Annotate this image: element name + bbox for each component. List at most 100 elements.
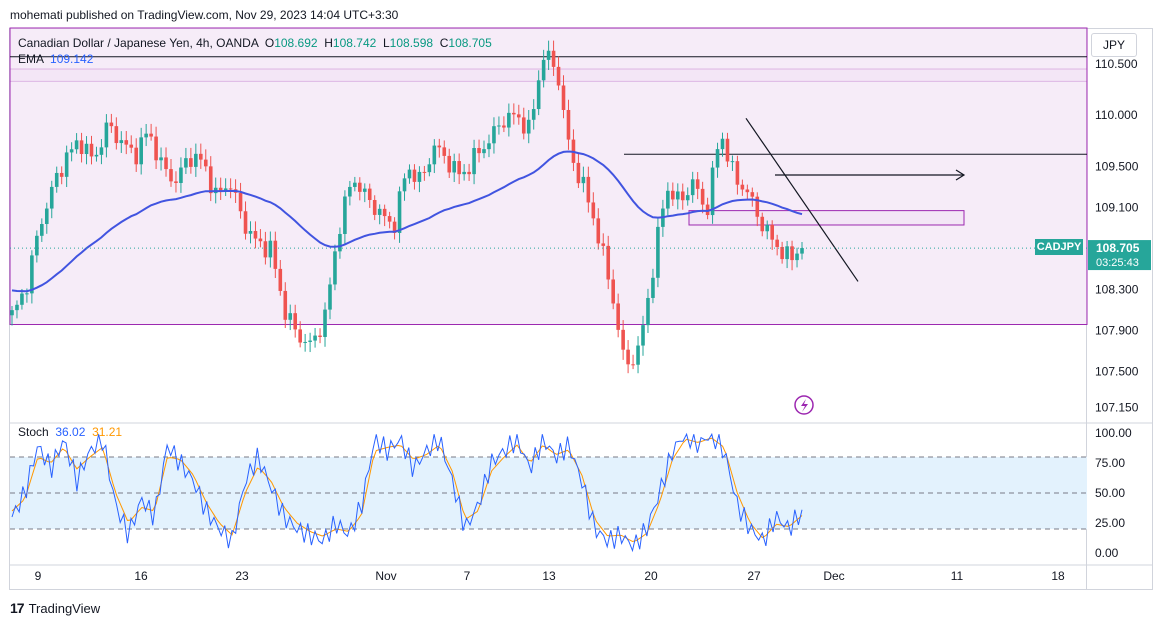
candle-body [621, 329, 625, 350]
candle-body [442, 147, 447, 156]
legend-high: 108.742 [332, 36, 377, 50]
candle-body [54, 172, 59, 187]
stoch-label[interactable]: Stoch [18, 425, 49, 439]
ema-value: 109.142 [50, 52, 94, 66]
candle-body [512, 112, 516, 115]
candle-body [695, 179, 700, 189]
current-price-tag-bg [1088, 240, 1151, 271]
candle-body [636, 345, 640, 365]
candle-body [124, 140, 129, 145]
price-tick: 109.500 [1095, 160, 1139, 174]
candle-body [208, 166, 213, 194]
candle-body [651, 277, 655, 298]
time-tick: 13 [542, 569, 556, 583]
candle-body [606, 245, 611, 280]
candle-body [725, 138, 730, 162]
candle-body [780, 246, 784, 260]
lightning-bolt [801, 399, 808, 412]
candle-body [40, 224, 44, 236]
candle-body [283, 290, 288, 320]
candle-body [586, 176, 591, 203]
candle-body [750, 192, 755, 197]
candle-body [104, 122, 109, 148]
candle-body [715, 149, 720, 168]
candle-body [20, 293, 24, 305]
ema-tag: 109.100 [1095, 201, 1139, 215]
candle-body [785, 246, 789, 260]
candle-body [422, 171, 427, 173]
candle-body [685, 195, 690, 201]
published-line: mohemati published on TradingView.com, N… [10, 8, 399, 22]
candle-body [417, 171, 422, 182]
stoch-tick: 75.00 [1095, 456, 1125, 470]
candle-body [581, 176, 586, 184]
candle-body [189, 158, 193, 167]
candle-body [203, 159, 208, 167]
candle-body [159, 157, 163, 161]
time-tick: Dec [823, 569, 844, 583]
candle-body [790, 246, 794, 261]
candle-body [253, 230, 258, 239]
legend-close: 108.705 [448, 36, 492, 50]
legend-h-label: H [324, 36, 333, 50]
lightning-icon [794, 395, 814, 415]
candle-body [477, 147, 481, 154]
candle-body [507, 112, 511, 128]
candle-body [472, 147, 476, 175]
candle-body [298, 329, 302, 343]
candle-body [730, 161, 735, 163]
candle-body [228, 188, 233, 190]
candle-body [447, 155, 452, 173]
tradingview-logo[interactable]: 17 TradingView [10, 600, 100, 616]
candle-body [646, 297, 650, 326]
candle-body [273, 240, 278, 269]
candle-body [164, 157, 168, 170]
candle-body [800, 248, 804, 254]
price-tick: 107.500 [1095, 365, 1139, 379]
candle-body [144, 133, 148, 138]
candle-body [526, 119, 531, 134]
time-tick: 7 [464, 569, 471, 583]
candle-body [154, 136, 158, 161]
candle-body [64, 152, 69, 177]
candle-body [293, 313, 298, 330]
currency-selector[interactable]: JPY [1091, 33, 1137, 57]
time-tick: 23 [235, 569, 249, 583]
candle-body [765, 224, 770, 232]
candle-body [377, 208, 382, 215]
candle-body [119, 140, 124, 144]
candle-body [49, 186, 54, 209]
candle-body [74, 140, 79, 150]
candle-body [596, 218, 601, 244]
candle-body [516, 114, 521, 118]
stoch-tick: 100.00 [1095, 426, 1132, 440]
candle-body [333, 251, 337, 285]
candle-body [611, 279, 615, 304]
price-axis[interactable] [1087, 28, 1153, 590]
current-price-tag: 108.705 [1096, 241, 1140, 255]
stoch-tick: 25.00 [1095, 516, 1125, 530]
candle-body [263, 241, 268, 258]
candle-body [502, 125, 506, 128]
candle-body [541, 59, 546, 81]
candle-body [353, 182, 357, 187]
candle-body [109, 122, 114, 127]
candle-body [551, 50, 556, 67]
candle-body [184, 158, 188, 168]
ema-tag-bg [1088, 199, 1151, 216]
candle-body [641, 325, 645, 346]
candle-body [268, 240, 273, 258]
candle-body [591, 202, 596, 219]
ema-label[interactable]: EMA [18, 52, 44, 66]
candle-body [179, 167, 183, 183]
stoch-tick: 50.00 [1095, 486, 1125, 500]
candle-body [482, 149, 486, 154]
legend-symbol[interactable]: Canadian Dollar / Japanese Yen, 4h, OAND… [18, 36, 259, 50]
stoch-d-value: 31.21 [92, 425, 123, 439]
symbol-tag: CADJPY [1035, 239, 1083, 255]
mid-zone [688, 210, 965, 226]
candle-body [576, 162, 581, 184]
candle-body [745, 189, 750, 193]
candle-body [367, 188, 372, 201]
